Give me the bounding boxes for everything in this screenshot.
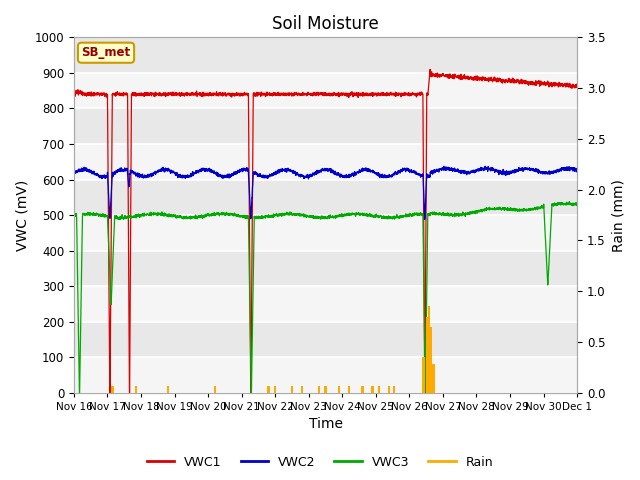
Bar bbox=[135, 386, 137, 393]
Y-axis label: VWC (mV): VWC (mV) bbox=[15, 180, 29, 251]
Bar bbox=[433, 364, 435, 393]
Title: Soil Moisture: Soil Moisture bbox=[272, 15, 379, 33]
Bar bbox=[74, 322, 577, 357]
Bar bbox=[74, 108, 577, 144]
Bar bbox=[393, 386, 396, 393]
Bar bbox=[74, 357, 577, 393]
Bar bbox=[74, 144, 577, 180]
Bar bbox=[426, 317, 428, 393]
Bar bbox=[378, 386, 380, 393]
Bar bbox=[361, 386, 364, 393]
Bar bbox=[317, 386, 320, 393]
Text: SB_met: SB_met bbox=[81, 46, 131, 59]
Bar bbox=[301, 386, 303, 393]
Bar bbox=[74, 286, 577, 322]
Bar bbox=[338, 386, 340, 393]
Bar bbox=[166, 386, 169, 393]
Bar bbox=[422, 357, 424, 393]
Bar bbox=[74, 251, 577, 286]
Bar bbox=[371, 386, 374, 393]
Bar bbox=[214, 386, 216, 393]
Bar bbox=[274, 386, 276, 393]
Bar bbox=[388, 386, 390, 393]
Bar bbox=[429, 327, 432, 393]
Bar bbox=[74, 37, 577, 73]
Bar bbox=[291, 386, 293, 393]
Bar bbox=[268, 386, 269, 393]
Bar bbox=[74, 180, 577, 215]
X-axis label: Time: Time bbox=[308, 418, 342, 432]
Y-axis label: Rain (mm): Rain (mm) bbox=[611, 179, 625, 252]
Bar bbox=[428, 307, 430, 393]
Bar bbox=[348, 386, 350, 393]
Bar bbox=[74, 73, 577, 108]
Bar bbox=[324, 386, 326, 393]
Bar bbox=[111, 386, 114, 393]
Bar bbox=[74, 215, 577, 251]
Legend: VWC1, VWC2, VWC3, Rain: VWC1, VWC2, VWC3, Rain bbox=[142, 451, 498, 474]
